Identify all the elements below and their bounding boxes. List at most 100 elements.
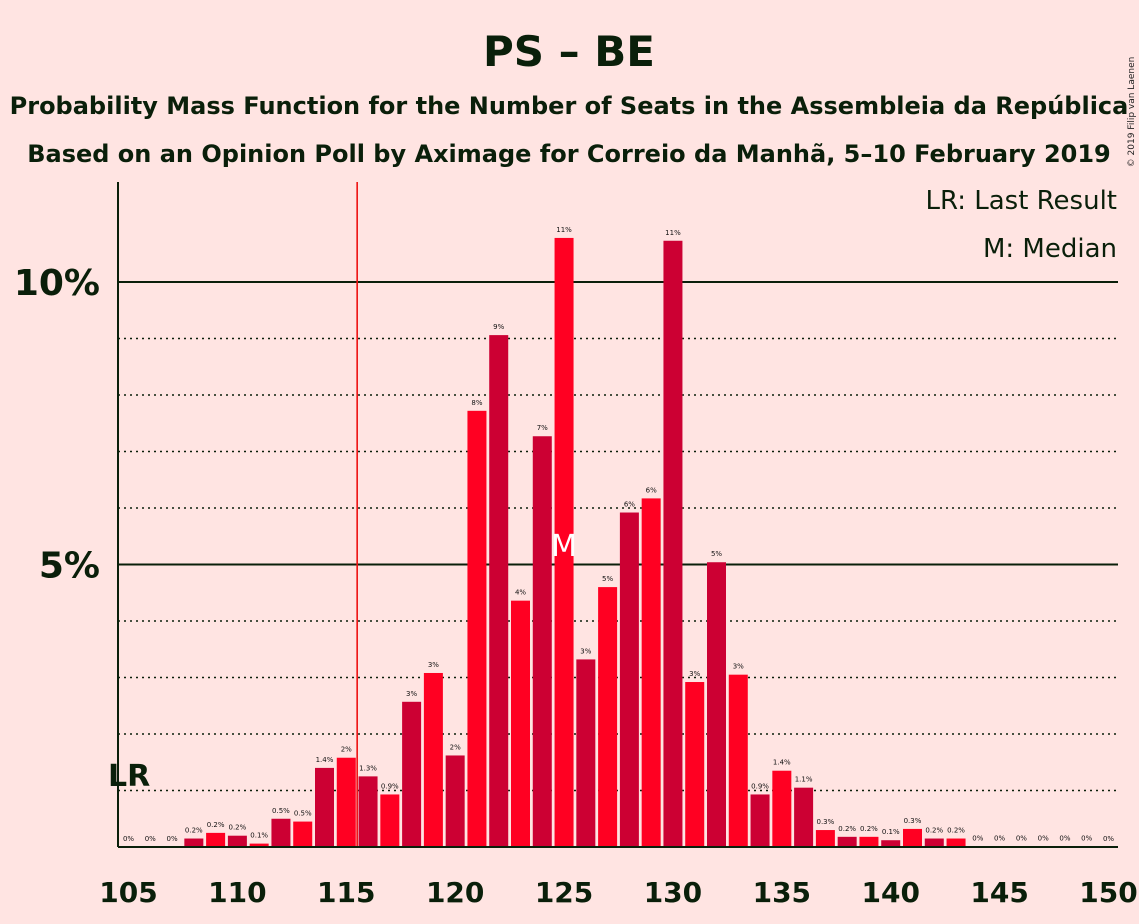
bar-label-seat-150: 0%: [1103, 835, 1114, 843]
bar-label-seat-110: 0.2%: [228, 824, 246, 832]
bar-seat-133: [728, 674, 748, 847]
bar-label-seat-125: 11%: [556, 226, 572, 234]
x-tick-label: 150: [1079, 876, 1137, 909]
bar-seat-131: [685, 682, 705, 847]
bar-label-seat-111: 0.1%: [250, 832, 268, 840]
bar-seat-110: [227, 835, 247, 847]
bar-seat-143: [946, 838, 966, 847]
bar-label-seat-130: 11%: [665, 229, 681, 237]
bar-seat-116: [358, 776, 378, 847]
chart-subtitle-1: Probability Mass Function for the Number…: [10, 92, 1129, 120]
bar-label-seat-118: 3%: [406, 690, 417, 698]
bar-label-seat-122: 9%: [493, 323, 504, 331]
bar-label-seat-136: 1.1%: [795, 776, 813, 784]
bar-seat-121: [467, 410, 487, 847]
bar-label-seat-129: 6%: [646, 486, 657, 494]
bar-label-seat-134: 0.9%: [751, 782, 769, 790]
bar-seat-120: [445, 755, 465, 847]
x-tick-label: 115: [317, 876, 375, 909]
bar-seat-124: [532, 436, 552, 847]
bar-seat-138: [837, 836, 857, 847]
bar-seat-109: [206, 832, 226, 847]
bar-label-seat-133: 3%: [733, 663, 744, 671]
y-tick-label: 5%: [39, 546, 100, 587]
bar-label-seat-112: 0.5%: [272, 807, 290, 815]
bar-seat-140: [881, 840, 901, 847]
bar-seat-125: [554, 237, 574, 847]
y-tick-label: 10%: [14, 263, 100, 304]
bar-seat-108: [184, 838, 204, 847]
bar-label-seat-121: 8%: [471, 399, 482, 407]
bar-label-seat-139: 0.2%: [860, 825, 878, 833]
bar-label-seat-108: 0.2%: [185, 827, 203, 835]
bar-label-seat-113: 0.5%: [294, 810, 312, 818]
bar-label-seat-117: 0.9%: [381, 782, 399, 790]
bar-seat-132: [707, 562, 726, 847]
bar-seat-130: [663, 240, 683, 847]
bar-seat-129: [641, 498, 661, 847]
bar-label-seat-142: 0.2%: [925, 827, 943, 835]
x-tick-label: 145: [970, 876, 1028, 909]
bar-label-seat-107: 0%: [167, 835, 178, 843]
bar-seat-136: [794, 787, 814, 847]
bar-seat-128: [619, 512, 639, 847]
x-tick-label: 105: [99, 876, 157, 909]
bar-label-seat-114: 1.4%: [316, 756, 334, 764]
bar-seat-142: [924, 838, 944, 847]
chart-subtitle-2: Based on an Opinion Poll by Aximage for …: [27, 140, 1111, 168]
bar-seat-111: [249, 843, 269, 847]
bar-label-seat-123: 4%: [515, 589, 526, 597]
bar-seat-126: [576, 659, 596, 847]
bar-seat-119: [423, 672, 443, 847]
bar-seat-134: [750, 794, 770, 847]
bar-label-seat-143: 0.2%: [947, 827, 965, 835]
bar-label-seat-115: 2%: [341, 746, 352, 754]
bar-label-seat-138: 0.2%: [838, 825, 856, 833]
x-tick-label: 140: [861, 876, 919, 909]
bar-seat-112: [271, 818, 291, 847]
bar-label-seat-140: 0.1%: [882, 828, 900, 836]
bar-seat-114: [315, 767, 334, 847]
legend-median: M: Median: [983, 234, 1117, 264]
bar-seat-137: [815, 830, 835, 847]
bar-seat-135: [772, 770, 792, 847]
gridlines: [118, 281, 1118, 792]
bar-label-seat-132: 5%: [711, 550, 722, 558]
bar-seat-127: [598, 587, 618, 847]
bar-label-seat-144: 0%: [972, 834, 983, 842]
bar-label-seat-127: 5%: [602, 575, 613, 583]
x-tick-label: 125: [535, 876, 593, 909]
bar-seat-115: [336, 757, 356, 847]
bar-seat-141: [903, 828, 922, 847]
bar-label-seat-116: 1.3%: [359, 764, 377, 772]
bar-label-seat-120: 2%: [450, 743, 461, 751]
axes: 5% 10% LR 105 110 115 120 125 130 135 140 145 150: [14, 182, 1138, 909]
last-result-label: LR: [108, 759, 150, 794]
bar-seat-113: [293, 821, 313, 847]
bar-seat-117: [380, 794, 400, 847]
chart-title: PS – BE: [483, 27, 655, 76]
x-tick-label: 110: [208, 876, 266, 909]
bar-label-seat-147: 0%: [1038, 835, 1049, 843]
bar-label-seat-119: 3%: [428, 661, 439, 669]
copyright-notice: © 2019 Filip van Laenen: [1127, 57, 1137, 168]
bar-label-seat-106: 0%: [145, 835, 156, 843]
bar-labels: 0% 0% 0%0.2%0.2% 0.2%0.1%0.5% 0.5%1.4%2%1.3%…: [123, 226, 1114, 843]
x-tick-label: 120: [426, 876, 484, 909]
bar-label-seat-149: 0%: [1081, 835, 1092, 843]
bar-label-seat-109: 0.2%: [207, 821, 225, 829]
legend-last-result: LR: Last Result: [925, 186, 1117, 216]
bar-label-seat-148: 0%: [1059, 835, 1070, 843]
bar-seat-139: [859, 836, 879, 847]
bar-label-seat-146: 0%: [1016, 834, 1027, 842]
median-marker: M: [551, 529, 577, 564]
bar-label-seat-137: 0.3%: [816, 818, 834, 826]
bar-label-seat-126: 3%: [580, 647, 591, 655]
bar-seat-123: [511, 600, 530, 847]
x-tick-label: 135: [753, 876, 811, 909]
bar-seat-122: [489, 335, 509, 847]
bar-seat-118: [402, 701, 422, 847]
bar-label-seat-145: 0%: [994, 834, 1005, 842]
